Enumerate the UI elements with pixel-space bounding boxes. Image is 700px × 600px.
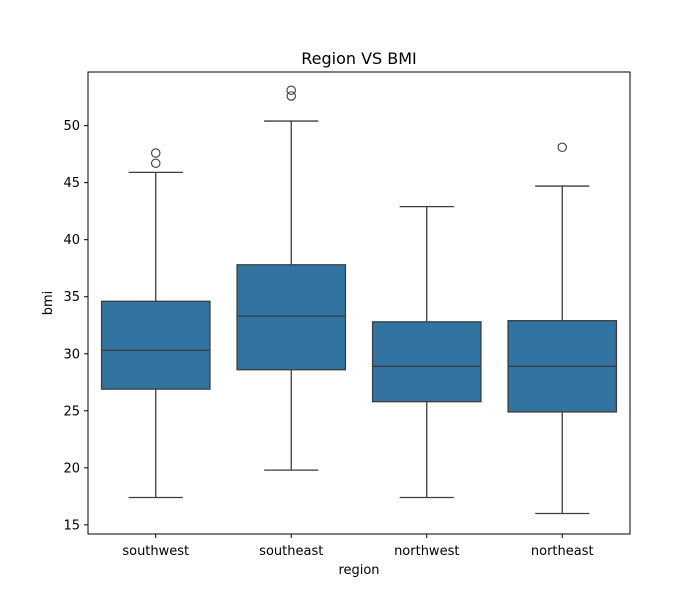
box-group-northwest: [371, 205, 482, 499]
plot-area: [100, 85, 618, 515]
y-tick-label: 35: [63, 290, 80, 305]
iqr-box: [371, 321, 482, 403]
outlier-point: [286, 85, 296, 96]
x-tick-label: southeast: [259, 544, 323, 559]
outlier-point: [151, 148, 161, 158]
y-tick-label: 50: [63, 119, 80, 134]
x-axis: southwest southeast northwest northeast: [122, 534, 594, 559]
chart-title: Region VS BMI: [301, 49, 417, 68]
box-group-southwest: [100, 148, 211, 499]
outlier-point: [151, 158, 161, 169]
box-group-northeast: [507, 142, 618, 515]
y-tick-label: 25: [63, 404, 80, 419]
outlier-point: [557, 142, 567, 153]
outlier-point: [286, 91, 296, 101]
y-tick-label: 30: [63, 347, 80, 362]
box-group-southeast: [236, 85, 347, 471]
iqr-box: [236, 264, 347, 371]
x-tick-label: northwest: [394, 544, 459, 559]
x-tick-label: northeast: [531, 544, 594, 559]
y-tick-label: 45: [63, 176, 80, 191]
x-tick-label: southwest: [122, 544, 189, 559]
y-tick-label: 40: [63, 233, 80, 248]
x-axis-label: region: [338, 563, 379, 578]
plot-frame: [87, 71, 631, 535]
iqr-box: [100, 300, 211, 390]
y-axis-label: bmi: [41, 291, 56, 316]
y-axis: 15 20 25 30 35 40 45 50: [63, 119, 88, 533]
y-tick-label: 15: [63, 518, 80, 533]
y-tick-label: 20: [63, 461, 80, 476]
